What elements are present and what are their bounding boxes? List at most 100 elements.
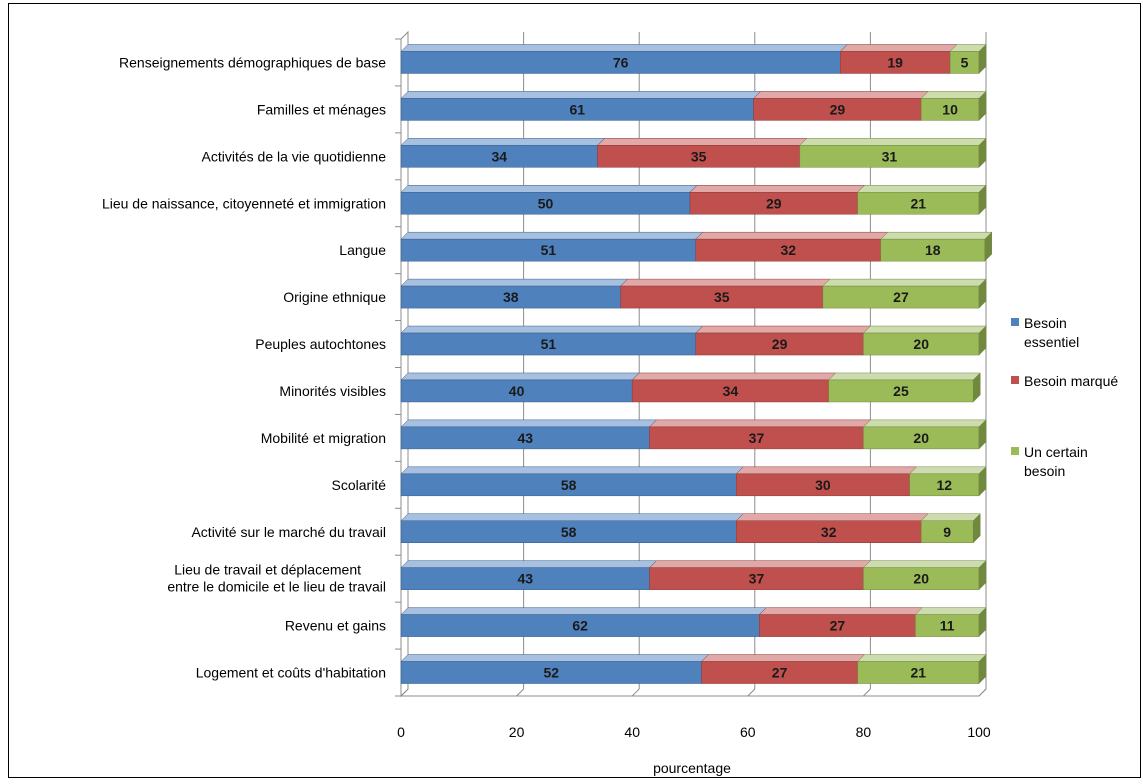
category-label: Langue xyxy=(339,242,386,258)
bar-segment-top xyxy=(862,325,987,334)
bar-segment-top xyxy=(400,138,606,146)
bar-segment-top xyxy=(857,185,987,193)
bar-segment-top xyxy=(822,278,987,287)
category-label: Logement et coûts d'habitation xyxy=(196,665,386,681)
bar-segment-top xyxy=(758,607,924,615)
bar-end-face xyxy=(978,278,987,309)
bar-segment-top xyxy=(700,654,866,662)
bar-segment-top xyxy=(862,419,987,428)
data-label: 25 xyxy=(893,383,909,399)
legend-swatch xyxy=(1011,376,1019,384)
category-label: Mobilité et migration xyxy=(261,430,386,446)
bar-end-face xyxy=(978,560,987,591)
grid-layer xyxy=(395,30,987,698)
data-label: 31 xyxy=(882,148,898,164)
bar-end-face xyxy=(978,607,987,638)
data-label: 38 xyxy=(503,289,519,305)
bar-segment-top xyxy=(400,278,629,287)
bar-end-face xyxy=(978,137,987,168)
data-label: 37 xyxy=(749,430,765,446)
bar-segment-top xyxy=(689,185,866,193)
bar-end-face xyxy=(978,419,987,450)
legend-swatch xyxy=(1011,447,1019,455)
data-label: 10 xyxy=(942,101,958,117)
x-tick-label: 0 xyxy=(397,724,405,740)
data-label: 11 xyxy=(940,618,955,634)
data-label: 5 xyxy=(961,54,969,70)
bar-segment-top xyxy=(400,607,767,615)
data-label: 29 xyxy=(830,101,846,117)
bar-segment-top xyxy=(695,325,872,334)
bar-segment-top xyxy=(862,560,987,568)
bar-segment-top xyxy=(735,466,918,475)
bar-segment-top xyxy=(914,607,987,615)
bar-end-face xyxy=(978,43,987,75)
axis-layer: Renseignements démographiques de base Fam… xyxy=(102,54,991,776)
bar-segment-top xyxy=(839,44,958,52)
data-label: 76 xyxy=(613,54,629,70)
data-label: 51 xyxy=(541,336,557,352)
category-label: Scolarité xyxy=(332,477,387,493)
data-label: 20 xyxy=(913,571,929,587)
data-label: 29 xyxy=(766,195,782,211)
legend-label: besoin xyxy=(1024,463,1065,479)
bar-segment-top xyxy=(735,513,929,521)
bar-segment-top xyxy=(920,91,987,99)
bar-segment-top xyxy=(400,513,744,521)
data-label: 20 xyxy=(913,336,929,352)
bar-segment-top xyxy=(648,419,872,428)
data-label: 34 xyxy=(491,148,507,164)
data-label: 32 xyxy=(821,524,837,540)
bar-segment-top xyxy=(400,654,710,662)
side-wall xyxy=(400,30,409,698)
bar-segment-top xyxy=(596,138,808,146)
bar-end-face xyxy=(972,372,981,403)
floor-tick-line xyxy=(747,688,756,697)
chart-frame: 76 19 5 61 29 10 34 35 31 50 29 21 51 32 18 38 35 27 51 29 2… xyxy=(8,3,1141,778)
legend-label: Besoin marqué xyxy=(1024,373,1118,389)
x-tick-label: 20 xyxy=(509,724,525,740)
x-tick-label: 60 xyxy=(740,724,756,740)
data-label: 27 xyxy=(893,289,909,305)
data-label: 12 xyxy=(937,477,953,493)
bar-end-face xyxy=(978,466,987,497)
bar-segment-top xyxy=(400,185,698,193)
data-label: 9 xyxy=(943,524,951,540)
bar-segment-top xyxy=(400,231,704,240)
legend-label: Besoin xyxy=(1024,315,1067,331)
data-label: 18 xyxy=(925,242,941,258)
data-label: 27 xyxy=(772,665,788,681)
category-label: Lieu de naissance, citoyenneté et immigr… xyxy=(102,195,386,211)
data-label: 50 xyxy=(538,195,554,211)
floor-edge xyxy=(978,688,987,697)
bar-end-face xyxy=(984,231,993,262)
floor-tick-line xyxy=(863,688,871,697)
data-label: 52 xyxy=(543,665,559,681)
bar-end-face xyxy=(978,184,987,215)
x-tick-label: 100 xyxy=(967,724,991,740)
data-label: 19 xyxy=(887,54,903,70)
data-label: 43 xyxy=(517,430,533,446)
category-label: Origine ethnique xyxy=(283,289,386,305)
category-label: Lieu de travail et déplacement entre le d… xyxy=(167,562,386,595)
bar-segment-top xyxy=(799,138,987,146)
x-tick-label: 80 xyxy=(856,724,872,740)
data-label: 27 xyxy=(830,618,846,634)
data-label: 58 xyxy=(561,524,577,540)
category-label: Peuples autochtones xyxy=(255,336,386,352)
bar-segment-top xyxy=(400,44,848,52)
stacked-bar-chart: 76 19 5 61 29 10 34 35 31 50 29 21 51 32 18 38 35 27 51 29 2… xyxy=(102,30,1118,776)
bar-segment-top xyxy=(695,231,889,240)
bar-segment-top xyxy=(857,654,987,662)
legend: Besoin essentiel Besoin marqué Un certain be… xyxy=(1011,315,1118,479)
category-label: Revenu et gains xyxy=(285,618,386,634)
data-label: 61 xyxy=(570,101,586,117)
bar-layer: 76 19 5 61 29 10 34 35 31 50 29 21 51 32 18 38 35 27 51 29 2… xyxy=(400,43,993,685)
data-label: 30 xyxy=(815,477,831,493)
data-label: 35 xyxy=(714,289,730,305)
data-label: 37 xyxy=(749,571,765,587)
floor-tick-line xyxy=(631,688,640,697)
bar-end-face xyxy=(978,325,987,356)
category-label: Familles et ménages xyxy=(257,101,386,117)
legend-label: Un certain xyxy=(1024,444,1088,460)
